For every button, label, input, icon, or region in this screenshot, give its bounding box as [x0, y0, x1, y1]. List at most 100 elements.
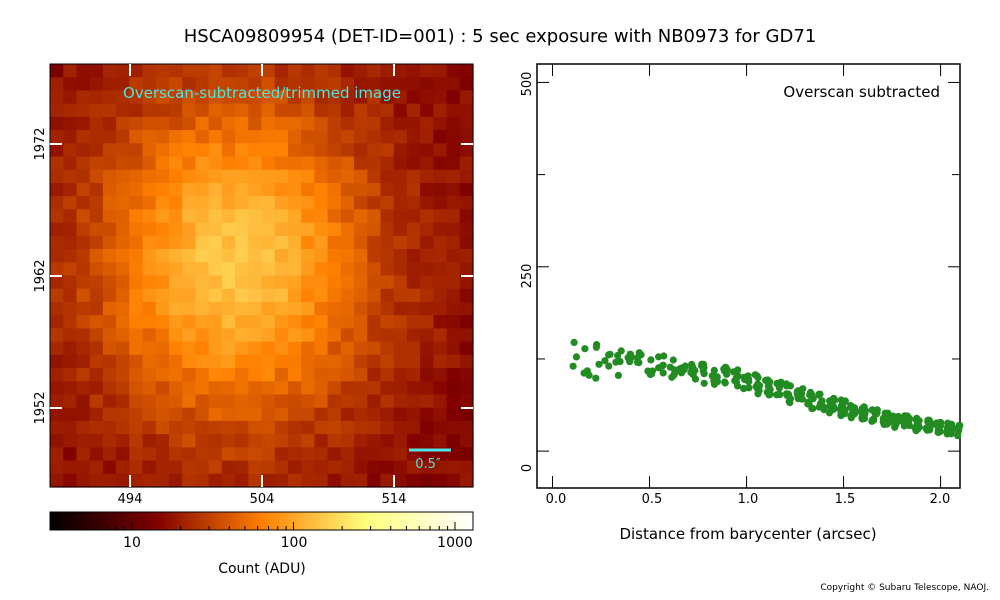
image-pixel	[221, 315, 236, 329]
image-panel-label: Overscan-subtracted/trimmed image	[123, 84, 401, 102]
image-pixel	[63, 275, 78, 290]
image-pixel	[208, 447, 223, 462]
image-pixel	[168, 182, 183, 197]
image-pixel	[354, 64, 368, 78]
image-pixel	[168, 341, 183, 356]
image-pixel	[406, 156, 421, 171]
image-pixel	[261, 328, 276, 343]
image-pixel	[142, 381, 157, 396]
image-pixel	[63, 447, 78, 462]
image-pixel	[195, 315, 210, 329]
image-pixel	[63, 64, 78, 78]
image-pixel	[287, 196, 302, 211]
image-pixel	[116, 103, 130, 118]
image-pixel	[406, 143, 421, 158]
image-pixel	[89, 328, 104, 343]
image-pixel	[248, 460, 263, 475]
scatter-point	[740, 384, 748, 393]
image-pixel	[261, 288, 276, 303]
image-pixel	[327, 315, 342, 329]
image-pixel	[63, 222, 78, 237]
image-pixel	[314, 77, 329, 92]
image-pixel	[380, 169, 395, 184]
image-pixel	[406, 288, 421, 303]
image-pixel	[195, 130, 210, 144]
image-pixel	[89, 116, 104, 131]
image-pixel	[314, 460, 329, 475]
image-pixel	[195, 169, 210, 184]
image-pixel	[301, 315, 315, 329]
image-pixel	[433, 116, 448, 131]
image-pixel	[380, 130, 395, 144]
image-pixel	[406, 275, 421, 290]
image-pixel	[155, 143, 170, 158]
image-pixel	[155, 77, 170, 92]
image-pixel	[116, 275, 130, 290]
image-pixel	[50, 341, 64, 356]
image-pixel	[274, 169, 289, 184]
image-pixel	[433, 434, 448, 448]
image-pixel	[116, 381, 130, 396]
image-pixel	[129, 381, 144, 396]
image-pixel	[393, 143, 408, 158]
image-pixel	[221, 196, 236, 211]
image-pixel	[235, 473, 249, 488]
image-pixel	[142, 116, 157, 131]
image-pixel	[261, 434, 276, 448]
image-pixel	[116, 130, 130, 144]
image-pixel	[420, 341, 434, 356]
image-pixel	[235, 249, 249, 263]
image-pixel	[142, 315, 157, 329]
image-pixel	[380, 447, 395, 462]
image-pixel	[248, 315, 263, 329]
image-pixel	[50, 130, 64, 144]
scatter-point	[732, 378, 741, 386]
image-pixel	[221, 64, 236, 78]
image-pixel	[129, 209, 144, 224]
image-pixel	[393, 447, 408, 462]
image-pixel	[287, 222, 302, 237]
image-pixel	[354, 156, 368, 171]
image-pixel	[380, 473, 395, 488]
image-pixel	[129, 288, 144, 303]
image-pixel	[168, 169, 183, 184]
x-tick-label: 2.0	[930, 492, 951, 507]
image-x-tick-label: 494	[118, 492, 143, 507]
image-pixel	[155, 354, 170, 369]
image-pixel	[142, 182, 157, 197]
image-pixel	[155, 381, 170, 396]
image-pixel	[248, 328, 263, 343]
image-pixel	[380, 434, 395, 448]
image-pixel	[102, 368, 117, 382]
image-pixel	[116, 143, 130, 158]
image-pixel	[63, 301, 78, 316]
image-pixel	[340, 143, 355, 158]
image-pixel	[446, 249, 461, 263]
image-pixel	[287, 116, 302, 131]
image-pixel	[459, 64, 474, 78]
image-pixel	[182, 182, 197, 197]
scatter-point	[953, 425, 962, 433]
image-pixel	[380, 64, 395, 78]
image-pixel	[102, 288, 117, 303]
image-pixel	[63, 434, 78, 448]
image-pixel	[301, 182, 315, 197]
image-pixel	[235, 368, 249, 382]
image-pixel	[274, 116, 289, 131]
image-pixel	[76, 328, 91, 343]
image-pixel	[76, 235, 91, 250]
image-pixel	[116, 420, 130, 435]
image-pixel	[459, 420, 474, 435]
image-pixel	[274, 315, 289, 329]
image-pixel	[129, 64, 144, 78]
image-pixel	[50, 381, 64, 396]
image-pixel	[76, 407, 91, 422]
image-pixel	[340, 196, 355, 211]
image-pixel	[235, 90, 249, 105]
image-pixel	[446, 354, 461, 369]
image-pixel	[195, 116, 210, 131]
image-pixel	[63, 209, 78, 224]
image-pixel	[314, 235, 329, 250]
image-pixel	[63, 130, 78, 144]
image-pixel	[142, 64, 157, 78]
